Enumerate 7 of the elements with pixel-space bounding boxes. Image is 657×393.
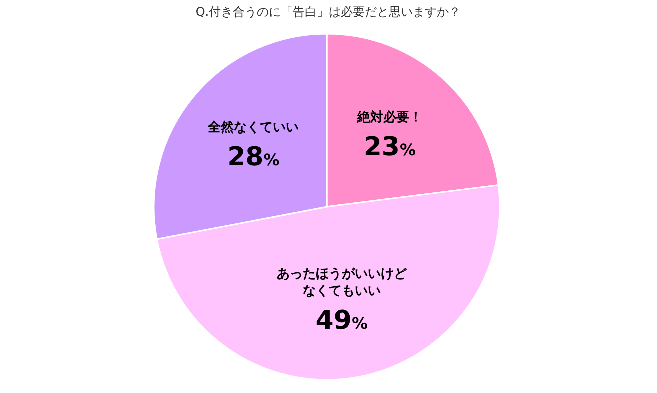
data-label: 28% — [226, 142, 281, 173]
slice-label: 全然なくていい — [208, 120, 300, 137]
chart-title: Q.付き合うのに「告白」は必要だと思いますか？ — [194, 4, 462, 21]
slice-label: 絶対必要！ — [357, 109, 422, 126]
data-label: 49% — [314, 306, 369, 336]
data-label: 23% — [362, 132, 418, 162]
slice-label: あったほうがいいけどなくてもいい — [276, 266, 408, 300]
